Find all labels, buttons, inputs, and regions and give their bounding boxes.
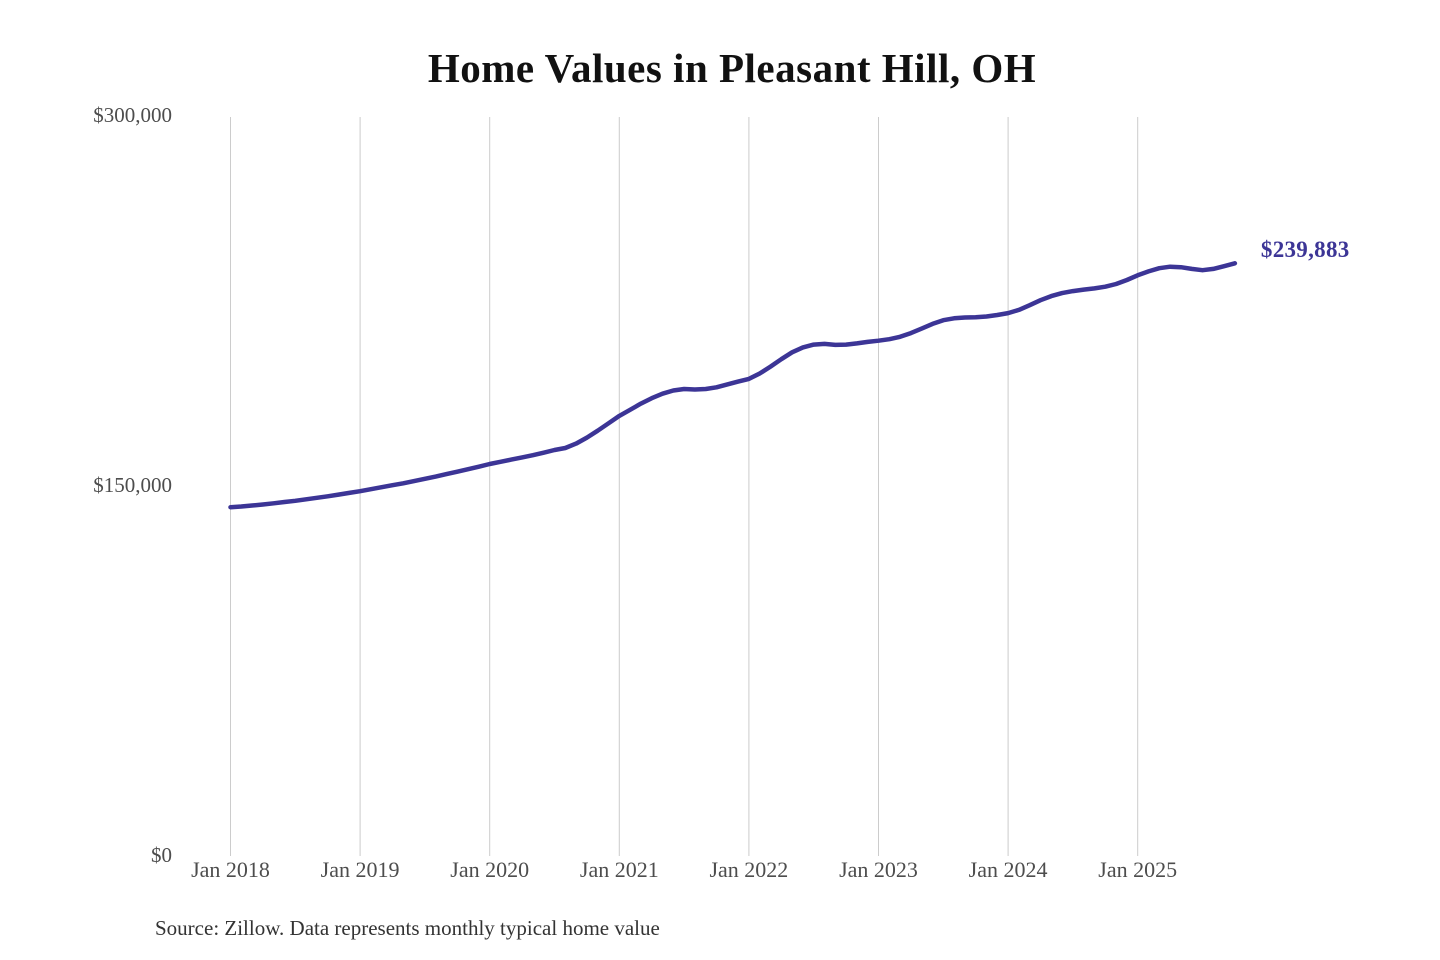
y-axis-tick-label: $0: [151, 843, 172, 867]
x-axis-tick-label: Jan 2025: [1098, 857, 1178, 882]
x-axis: Jan 2018 Jan 2019 Jan 2020 Jan 2021 Jan 2022…: [0, 857, 1440, 891]
x-axis-tick-label: Jan 2022: [709, 857, 789, 882]
y-axis-tick-label: $300,000: [93, 103, 172, 127]
latest-value-label: $239,883: [1260, 237, 1350, 263]
x-axis-tick-label: Jan 2019: [320, 857, 400, 882]
x-axis-tick-label: Jan 2024: [968, 857, 1048, 882]
source-note: Source: Zillow. Data represents monthly …: [155, 916, 660, 940]
y-axis-tick-label: $150,000: [93, 473, 172, 497]
x-axis-tick-label: Jan 2018: [191, 857, 270, 882]
chart-title: Home Values in Pleasant Hill, OH: [427, 45, 1037, 91]
home-value-line: [228, 261, 1238, 510]
x-axis-tick-label: Jan 2021: [579, 857, 659, 882]
x-axis-tick-label: Jan 2020: [450, 857, 530, 882]
x-axis-tick-label: Jan 2023: [839, 857, 918, 882]
